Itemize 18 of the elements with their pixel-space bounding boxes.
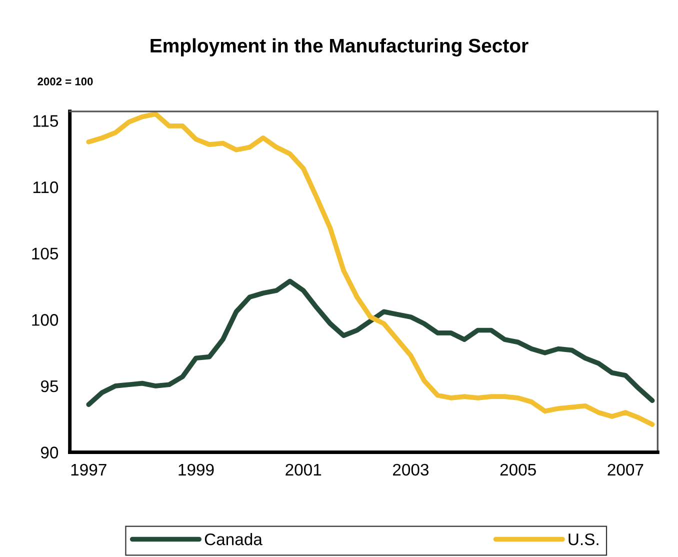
y-axis-title: 2002 = 100 bbox=[38, 78, 93, 86]
x-tick-label: 1999 bbox=[178, 464, 214, 476]
x-tick-label: 1997 bbox=[71, 464, 106, 476]
x-tick-label: 2001 bbox=[286, 464, 322, 476]
legend-label: Canada bbox=[204, 533, 262, 546]
x-tick-label: 2007 bbox=[608, 464, 644, 476]
y-tick-label: 115 bbox=[33, 115, 58, 127]
legend-label: U.S. bbox=[568, 533, 598, 546]
chart-title: Employment in the Manufacturing Sector bbox=[150, 38, 528, 56]
y-tick-label: 110 bbox=[33, 181, 58, 194]
y-tick-label: 95 bbox=[40, 380, 58, 392]
line-series bbox=[86, 278, 655, 407]
x-tick-label: 2003 bbox=[393, 464, 429, 476]
y-tick-label: 100 bbox=[32, 314, 58, 326]
line-series bbox=[86, 112, 655, 427]
y-tick-label: 105 bbox=[32, 248, 58, 260]
y-tick-label: 90 bbox=[40, 446, 58, 458]
x-tick-label: 2005 bbox=[500, 464, 536, 476]
